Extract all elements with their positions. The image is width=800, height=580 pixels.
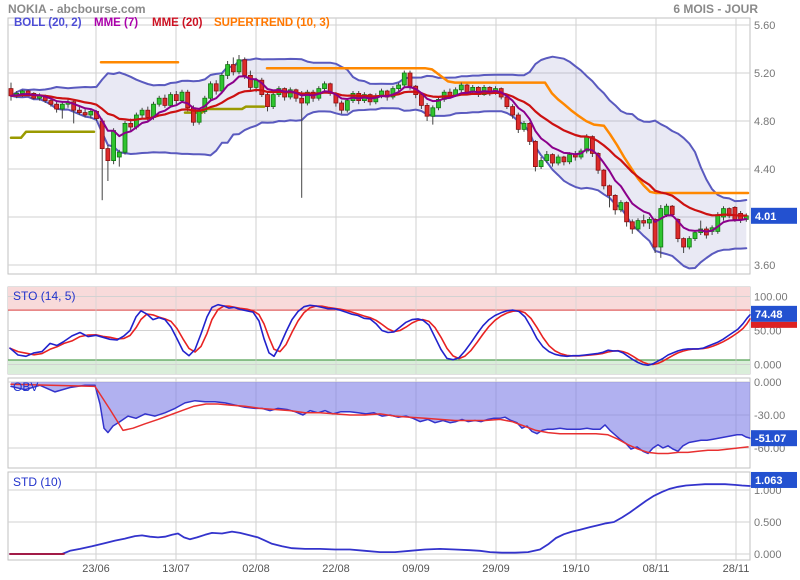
svg-text:02/08: 02/08 bbox=[242, 563, 270, 575]
obv-panel-label: OBV bbox=[13, 380, 39, 394]
std-panel bbox=[8, 483, 751, 555]
svg-text:3.60: 3.60 bbox=[754, 260, 775, 272]
legend-item-3: SUPERTREND (10, 3) bbox=[214, 17, 330, 29]
svg-text:19/10: 19/10 bbox=[562, 563, 590, 575]
svg-text:08/11: 08/11 bbox=[643, 563, 670, 575]
moving-averages bbox=[9, 75, 748, 233]
svg-text:0.500: 0.500 bbox=[754, 517, 782, 529]
sto-d-badge-sliver bbox=[751, 321, 797, 328]
y-axis-labels: 5.60 5.20 4.80 4.40 3.60 100.00 50.00 0.000 0.00… bbox=[754, 20, 788, 561]
svg-text:1.000: 1.000 bbox=[754, 485, 782, 497]
legend-item-2: MME (20) bbox=[152, 17, 203, 29]
svg-text:5.20: 5.20 bbox=[754, 68, 775, 80]
svg-text:0.000: 0.000 bbox=[754, 377, 782, 389]
svg-text:29/09: 29/09 bbox=[482, 563, 510, 575]
instrument-title: NOKIA - abcbourse.com bbox=[8, 2, 146, 16]
indicator-legend: BOLL (20, 2) MME (7) MME (20) SUPERTREND (1… bbox=[0, 17, 750, 33]
std-value-badge: 1.063 bbox=[751, 471, 797, 488]
svg-text:13/07: 13/07 bbox=[162, 563, 190, 575]
svg-text:5.60: 5.60 bbox=[754, 20, 775, 32]
obv-panel bbox=[8, 381, 751, 455]
period-label: 6 MOIS - JOUR bbox=[673, 2, 758, 16]
svg-text:28/11: 28/11 bbox=[723, 563, 750, 575]
bollinger-bands bbox=[10, 55, 748, 270]
svg-text:0.000: 0.000 bbox=[754, 360, 782, 372]
sto-panel bbox=[8, 287, 751, 374]
svg-text:09/09: 09/09 bbox=[402, 563, 430, 575]
sto-value-badge: 74.48 bbox=[751, 305, 797, 322]
svg-text:74.48: 74.48 bbox=[755, 309, 783, 321]
legend-item-0: BOLL (20, 2) bbox=[14, 17, 82, 29]
sto-panel-label: STO (14, 5) bbox=[13, 289, 76, 303]
svg-text:4.40: 4.40 bbox=[754, 164, 775, 176]
svg-text:4.01: 4.01 bbox=[755, 211, 776, 223]
candlesticks bbox=[8, 55, 749, 258]
legend-item-1: MME (7) bbox=[94, 17, 139, 29]
svg-text:22/08: 22/08 bbox=[322, 563, 350, 575]
svg-text:1.063: 1.063 bbox=[755, 475, 783, 487]
sto-d-badge bbox=[751, 321, 797, 328]
std-panel-label: STD (10) bbox=[13, 475, 62, 489]
svg-text:23/06: 23/06 bbox=[82, 563, 110, 575]
svg-text:-51.07: -51.07 bbox=[755, 433, 786, 445]
svg-text:-30.00: -30.00 bbox=[754, 410, 785, 422]
svg-text:0.000: 0.000 bbox=[754, 549, 782, 561]
svg-text:50.00: 50.00 bbox=[754, 326, 782, 338]
svg-text:100.00: 100.00 bbox=[754, 292, 788, 304]
supertrend-line bbox=[9, 60, 750, 195]
obv-value-badge: -51.07 bbox=[751, 430, 797, 447]
last-price-badge: 4.01 bbox=[751, 207, 797, 224]
svg-text:4.80: 4.80 bbox=[754, 116, 775, 128]
